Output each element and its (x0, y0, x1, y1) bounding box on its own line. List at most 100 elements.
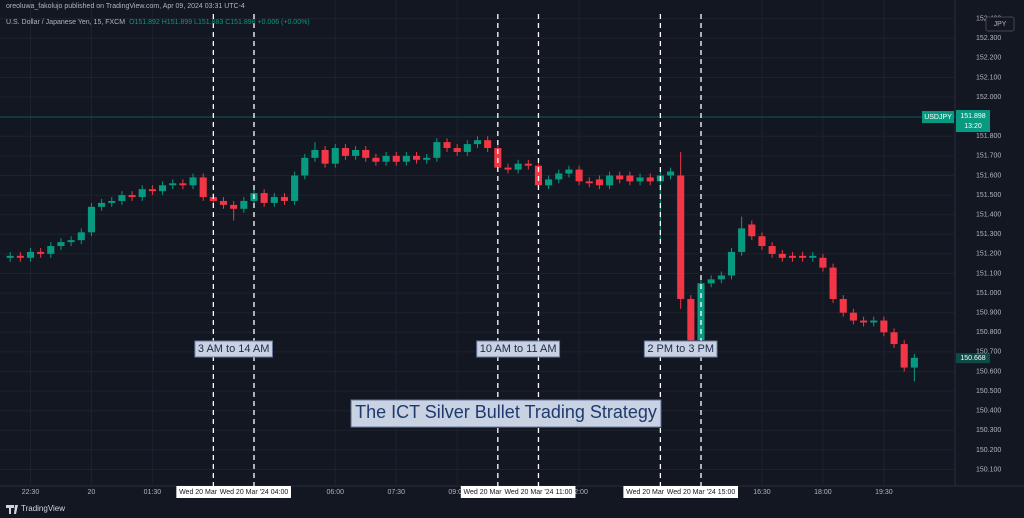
candle-body (280, 197, 289, 201)
time-label-box (664, 486, 739, 498)
y-tick-label: 151.700 (976, 153, 1001, 160)
candle-body (6, 255, 14, 258)
time-label: Wed 20 Mar '24 10:00 (464, 489, 533, 496)
candle-body (433, 142, 441, 158)
logo (6, 505, 18, 514)
candle-body (860, 320, 868, 323)
candle-body (341, 148, 349, 156)
y-tick-label: 150.400 (976, 408, 1001, 415)
candle-body (565, 169, 573, 174)
candle-body (809, 255, 817, 258)
last-tag (956, 353, 990, 364)
symbol-tag-text: USDJPY (924, 114, 952, 121)
candle-body (362, 149, 370, 158)
candle-body (727, 251, 736, 276)
ohlc-line: O151.892 H151.899 L151.883 C151.898 +0.0… (129, 19, 310, 26)
candle-body (199, 177, 207, 198)
candle-body (321, 149, 329, 164)
candle-body (301, 157, 309, 176)
price-tag (956, 110, 990, 133)
candle-body (402, 155, 410, 162)
candle-body (16, 255, 24, 258)
candle-body (717, 275, 725, 280)
candle-body (687, 298, 695, 341)
candle-body (169, 183, 177, 186)
x-tick-label: 19:30 (875, 489, 893, 496)
time-label-box (216, 486, 291, 498)
candle-body (829, 267, 837, 299)
candle-body (372, 157, 380, 162)
candle-body (646, 177, 654, 182)
candle-body (524, 163, 532, 166)
candle-body (453, 148, 461, 152)
candle-body (910, 357, 918, 368)
candle-body (77, 232, 85, 241)
candle-body (260, 193, 268, 203)
y-tick-label: 151.500 (976, 192, 1001, 199)
y-tick-label: 150.600 (976, 368, 1001, 375)
candle-body (534, 165, 543, 186)
candle-body (748, 224, 756, 237)
x-tick-label: 07:30 (387, 489, 405, 496)
candle-body (108, 200, 116, 203)
currency[interactable]: JPY (994, 21, 1007, 28)
candle-body (189, 177, 197, 186)
candle-body (87, 206, 95, 233)
candle-body (666, 171, 675, 176)
x-tick-label: 06:00 (327, 489, 345, 496)
y-tick-label: 152.200 (976, 55, 1001, 62)
candle-body (463, 144, 471, 152)
candle-body (179, 183, 187, 186)
y-tick-label: 152.300 (976, 35, 1001, 42)
candle-body (890, 332, 898, 345)
session-label: 2 PM to 3 PM (647, 343, 714, 355)
y-tick-label: 151.200 (976, 251, 1001, 258)
candle-body (47, 246, 55, 254)
candle-body (158, 185, 167, 192)
candle-body (443, 142, 451, 149)
candle-body (26, 251, 35, 258)
y-tick-label: 151.100 (976, 270, 1001, 277)
candle-body (382, 155, 390, 162)
y-tick-label: 151.800 (976, 133, 1001, 140)
candle-body (900, 344, 908, 368)
x-tick-label: 12:00 (570, 489, 588, 496)
candle-body (311, 149, 319, 158)
y-tick-label: 150.300 (976, 427, 1001, 434)
x-tick-label: 18:00 (814, 489, 832, 496)
candle-body (626, 175, 634, 182)
x-tick-label: 22:30 (22, 489, 40, 496)
candle-body (585, 181, 593, 184)
candle-body (412, 155, 421, 160)
candle-body (768, 246, 776, 254)
time-label-box (501, 486, 576, 498)
candle-body (514, 163, 522, 170)
symbol-line: U.S. Dollar / Japanese Yen, 15, FXCM (6, 19, 125, 26)
time-label: Wed 20 Mar '24 04:00 (220, 489, 289, 496)
candle-body (677, 175, 685, 299)
currency-box[interactable] (985, 16, 1015, 32)
footer (0, 500, 1024, 518)
y-tick-label: 152.100 (976, 74, 1001, 81)
y-tick-label: 150.900 (976, 310, 1001, 317)
y-tick-label: 151.000 (976, 290, 1001, 297)
candle-body (484, 140, 492, 149)
x-tick-label: 01:30 (144, 489, 162, 496)
candle-body (392, 155, 400, 162)
candle-body (636, 177, 644, 182)
time-label: Wed 20 Mar '24 15:00 (667, 489, 736, 496)
candle-body (606, 175, 614, 186)
candle-body (758, 236, 766, 247)
y-tick-label: 150.200 (976, 447, 1001, 454)
candle-body (545, 179, 553, 186)
candle-body (98, 202, 106, 207)
candle-body (839, 298, 847, 313)
candle-body (575, 169, 583, 182)
last-tag-text: 150.668 (960, 355, 985, 362)
price-tag-text: 151.898 (960, 113, 985, 120)
session-label: 10 AM to 11 AM (480, 343, 557, 355)
countdown: 13:20 (964, 123, 982, 130)
symbol-tag (922, 111, 954, 124)
